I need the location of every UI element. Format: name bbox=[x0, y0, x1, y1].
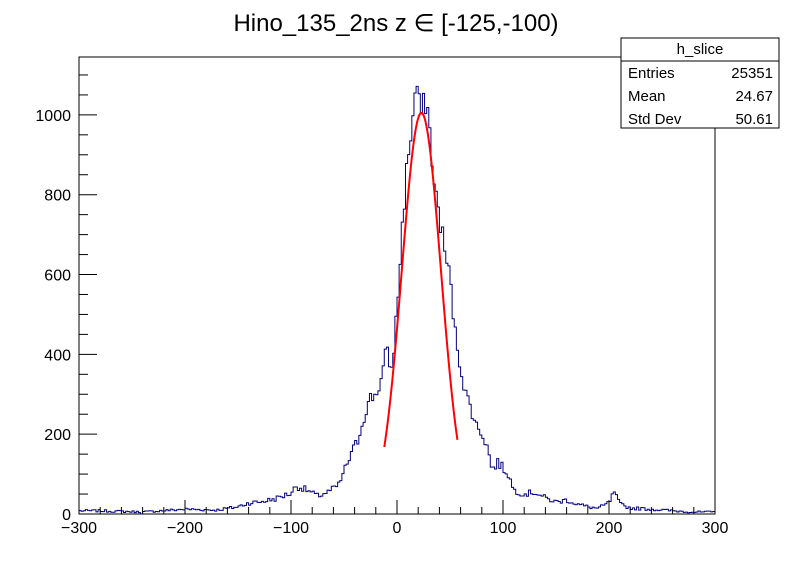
histogram-line bbox=[78, 85, 716, 515]
chart-title: Hino_135_2ns z ∈ [-125,-100) bbox=[233, 10, 558, 37]
stats-entries-label: Entries bbox=[628, 65, 675, 82]
stats-stddev-value: 50.61 bbox=[735, 111, 773, 128]
x-tick-label: 100 bbox=[490, 520, 517, 537]
fit-line bbox=[383, 111, 459, 448]
y-tick-label: 1000 bbox=[35, 108, 71, 125]
stats-mean-label: Mean bbox=[628, 88, 666, 105]
y-tick-label: 600 bbox=[44, 268, 71, 285]
stats-entries-value: 25351 bbox=[731, 65, 773, 82]
stats-box: h_slice Entries 25351 Mean 24.67 Std Dev… bbox=[620, 37, 780, 129]
stats-box-title: h_slice bbox=[677, 41, 724, 58]
axes: −300 −200 −100 0 100 200 300 0 200 400 600 800 1000 bbox=[35, 74, 729, 537]
x-tick-label: −200 bbox=[167, 520, 203, 537]
stats-mean-value: 24.67 bbox=[735, 88, 773, 105]
histogram-series bbox=[78, 85, 716, 515]
x-tick-label: 300 bbox=[702, 520, 729, 537]
y-tick-label: 0 bbox=[62, 507, 71, 524]
plot-frame bbox=[78, 56, 716, 515]
x-tick-label: 200 bbox=[596, 520, 623, 537]
x-tick-label: −100 bbox=[273, 520, 309, 537]
stats-box-frame bbox=[620, 37, 780, 129]
x-tick-label: −300 bbox=[61, 520, 97, 537]
y-tick-label: 400 bbox=[44, 347, 71, 364]
fit-curve bbox=[383, 111, 459, 448]
y-tick-label: 800 bbox=[44, 188, 71, 205]
y-tick-label: 200 bbox=[44, 427, 71, 444]
stats-stddev-label: Std Dev bbox=[628, 111, 682, 128]
x-tick-label: 0 bbox=[393, 520, 402, 537]
